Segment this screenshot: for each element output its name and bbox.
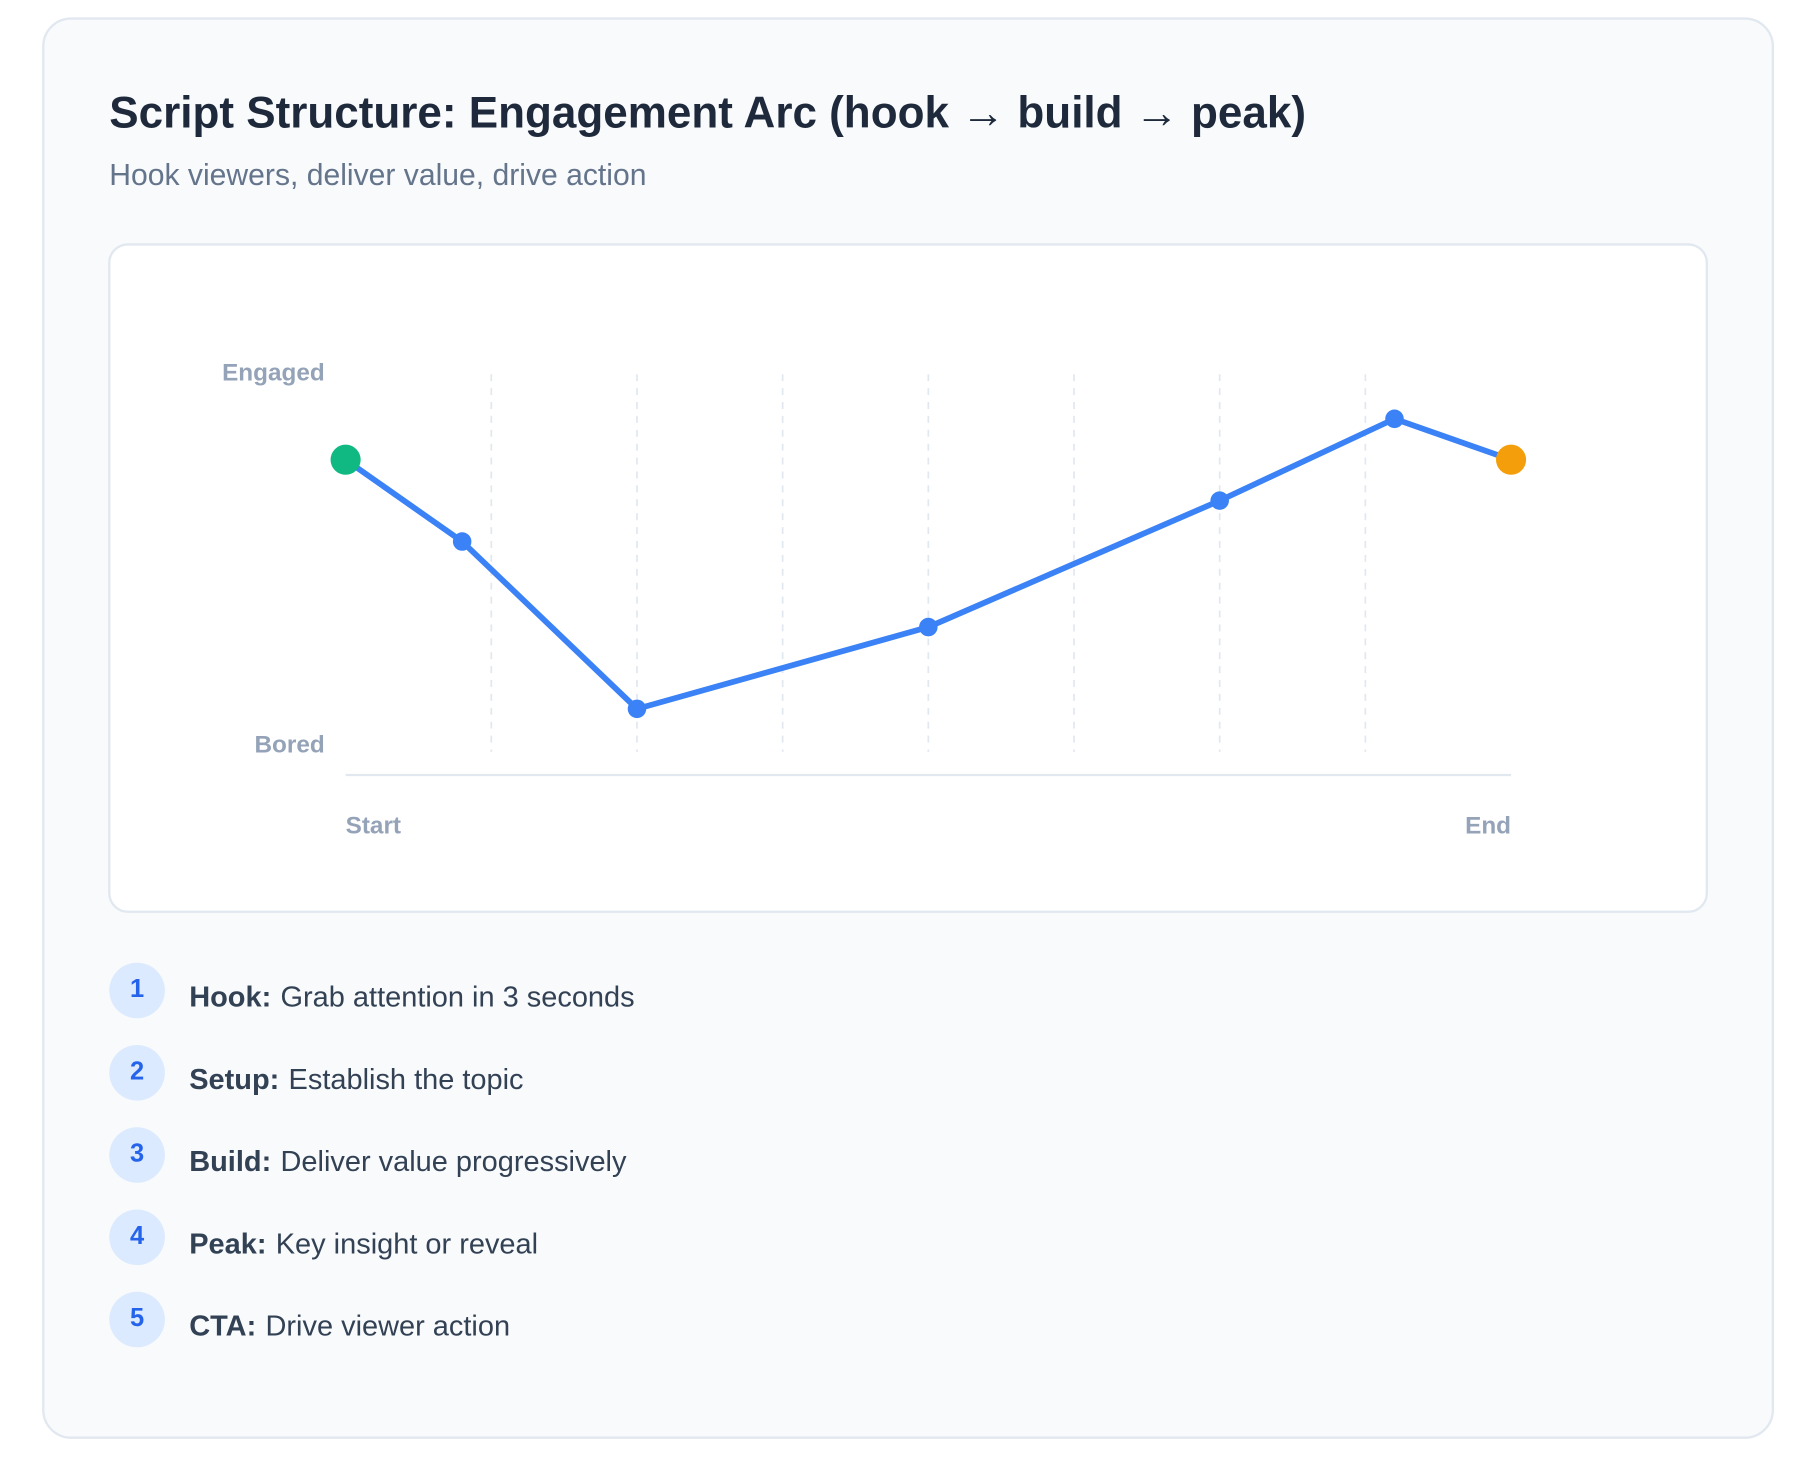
- step-label: Hook:: [189, 981, 271, 1013]
- step-number: 2: [130, 1057, 144, 1085]
- point: [1495, 444, 1527, 475]
- point: [1385, 409, 1404, 429]
- step-text: Peak: Key insight or reveal: [189, 1228, 538, 1260]
- x-tick-label: Start: [346, 813, 401, 840]
- step-description: Key insight or reveal: [276, 1228, 538, 1260]
- step-badge: [109, 1209, 165, 1266]
- step-badge: [109, 962, 165, 1019]
- chart-card: [108, 243, 1708, 913]
- step-text: Hook: Grab attention in 3 seconds: [189, 981, 634, 1013]
- steps: 1 Hook: Grab attention in 3 seconds 2 Setup:…: [109, 962, 635, 1348]
- step-text: Build: Deliver value progressively: [189, 1146, 627, 1178]
- step-label: Build:: [189, 1146, 271, 1178]
- step-description: Grab attention in 3 seconds: [281, 981, 635, 1013]
- step-description: Deliver value progressively: [281, 1146, 627, 1178]
- step-badge: [109, 1127, 165, 1183]
- point: [330, 444, 361, 475]
- step-badge: [109, 1044, 165, 1101]
- title: Script Structure: Engagement Arc (hook →…: [109, 88, 1306, 137]
- step-description: Establish the topic: [289, 1064, 524, 1096]
- step-number: 3: [130, 1140, 144, 1168]
- step-text: CTA: Drive viewer action: [189, 1310, 510, 1342]
- step-text: Setup: Establish the topic: [189, 1064, 523, 1096]
- step-label: CTA:: [189, 1310, 256, 1342]
- y-tick-label: Bored: [255, 731, 325, 758]
- step-number: 1: [130, 975, 144, 1003]
- step-number: 5: [130, 1304, 144, 1332]
- step-label: Setup:: [189, 1064, 279, 1096]
- subtitle: Hook viewers, deliver value, drive actio…: [109, 159, 646, 192]
- point: [1210, 491, 1229, 510]
- y-tick-label: Engaged: [222, 360, 325, 387]
- point: [452, 532, 472, 551]
- x-tick-label: End: [1465, 813, 1511, 840]
- step-badge: [109, 1291, 165, 1348]
- step-label: Peak:: [189, 1228, 266, 1260]
- step-description: Drive viewer action: [265, 1310, 510, 1342]
- step-number: 4: [130, 1222, 145, 1250]
- point: [627, 699, 647, 719]
- point: [919, 617, 938, 637]
- chart: Engaged Bored Start End: [222, 360, 1527, 840]
